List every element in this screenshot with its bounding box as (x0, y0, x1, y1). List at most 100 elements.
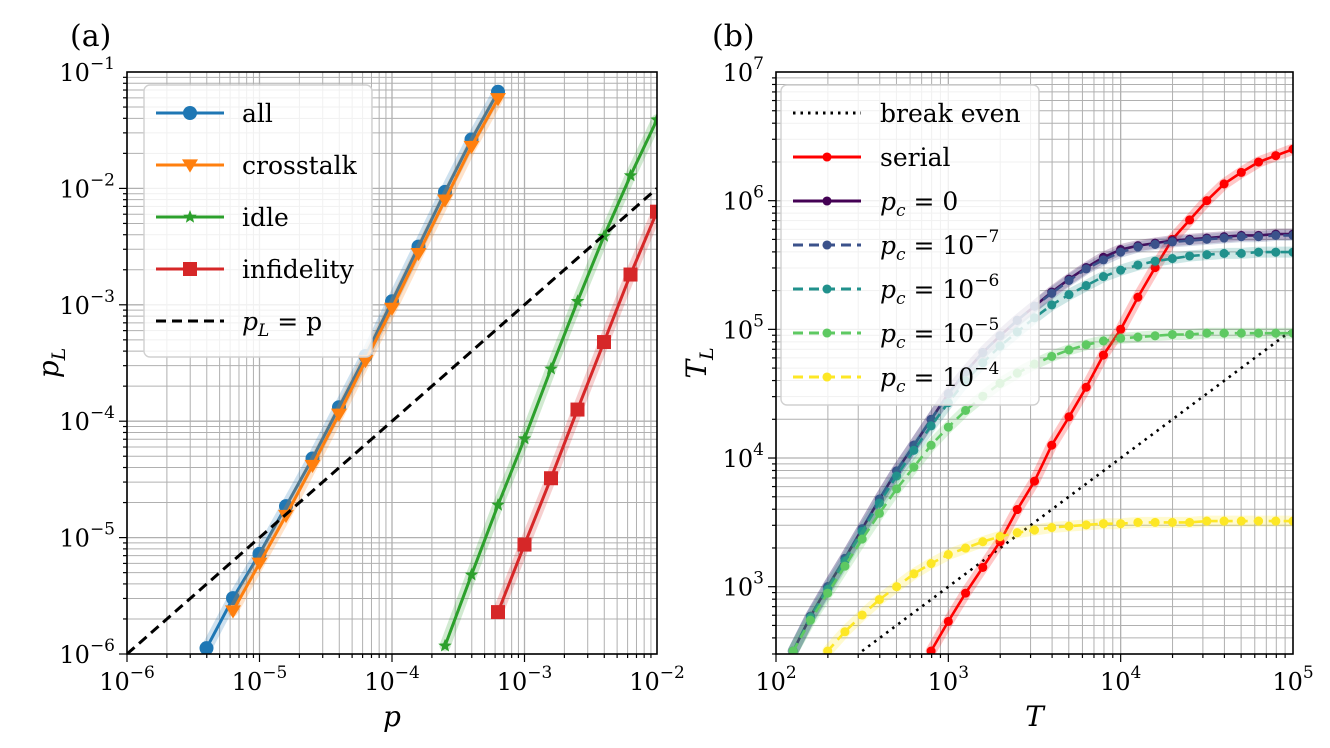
data-point (517, 431, 532, 445)
data-point (1185, 517, 1195, 527)
data-point (1288, 247, 1293, 257)
data-point (384, 302, 400, 316)
data-point (1271, 230, 1281, 240)
data-point (1288, 516, 1293, 526)
data-point (623, 267, 638, 282)
series-p-c-10-4 (822, 515, 1293, 654)
data-point (909, 445, 919, 455)
y-axis-label: pL (32, 348, 70, 379)
data-point (1133, 332, 1143, 342)
legend-entry: infidelity (156, 255, 355, 284)
data-point (926, 440, 936, 450)
data-point (1271, 247, 1281, 257)
legend-entry: serial (793, 143, 950, 172)
data-point (1047, 300, 1057, 310)
series-crosstalk (225, 93, 506, 619)
panel-a: 10−6 10−5 10−4 10−3 10−2 10−6 10−5 10−4 10−3 10−2… (32, 19, 685, 733)
data-point (823, 646, 833, 654)
data-point (1081, 264, 1091, 274)
data-point (1253, 328, 1264, 338)
data-point (822, 284, 832, 294)
data-point (1116, 324, 1126, 334)
x-tick-label: 10−3 (497, 663, 553, 696)
x-tick-label: 105 (1272, 663, 1313, 696)
data-point (978, 562, 988, 572)
x-tick-label: 10−5 (232, 663, 288, 696)
data-point (650, 204, 657, 219)
data-point (623, 168, 638, 182)
data-point (517, 537, 532, 552)
data-point (597, 335, 611, 350)
data-point (840, 561, 850, 571)
data-point (874, 508, 884, 518)
data-point (183, 210, 197, 223)
data-point (463, 140, 480, 155)
data-point (1236, 167, 1246, 177)
data-point (464, 567, 479, 581)
data-point (926, 558, 936, 569)
data-point (1047, 288, 1057, 298)
data-point (182, 159, 198, 173)
legend-label: pc = 10−5 (880, 315, 999, 353)
legend-entry: all (156, 99, 273, 128)
legend: break even serial pc = 0 pc = 10−7 pc = 10−6… (780, 84, 1040, 406)
legend-box (143, 84, 373, 358)
data-point (822, 196, 832, 206)
data-point (823, 588, 833, 598)
data-point (943, 422, 953, 432)
data-point (1219, 233, 1229, 243)
data-point (874, 595, 884, 605)
data-point (199, 641, 214, 654)
data-point (1150, 331, 1160, 341)
data-point (1271, 151, 1281, 161)
data-point (874, 498, 884, 508)
data-point (1167, 237, 1177, 247)
panel-label: (a) (70, 19, 111, 54)
legend-entry: pc = 10−4 (793, 359, 999, 397)
data-point (1047, 351, 1057, 361)
series-p-l-p (127, 187, 657, 654)
data-point (1202, 328, 1212, 338)
data-point (805, 615, 816, 625)
x-axis-label: T (1025, 700, 1046, 733)
legend-label: pc = 0 (880, 187, 958, 221)
data-point (1098, 350, 1108, 360)
data-point (943, 616, 953, 626)
data-point (1098, 336, 1108, 346)
data-point (357, 355, 374, 369)
data-point (1029, 525, 1040, 535)
data-point (1081, 520, 1091, 530)
x-tick-label: 10−4 (364, 663, 420, 696)
data-point (1064, 345, 1074, 355)
data-point (225, 605, 241, 619)
x-tick-label: 10−6 (99, 663, 155, 696)
x-tick-label: 104 (1100, 663, 1141, 696)
data-point (1253, 232, 1264, 242)
y-tick-label: 104 (723, 440, 764, 473)
data-point (1253, 516, 1264, 526)
data-point (438, 638, 452, 652)
data-point (961, 405, 971, 415)
y-tick-label: 10−4 (59, 403, 115, 436)
data-point (1288, 144, 1293, 154)
data-point (1271, 516, 1281, 526)
legend: all crosstalk idle infidelity pL = p (143, 84, 373, 358)
legend-label: pc = 10−6 (880, 271, 999, 309)
data-point (822, 240, 832, 250)
data-point (1029, 476, 1040, 486)
data-point (1236, 328, 1246, 338)
legend-label: all (242, 99, 273, 128)
y-tick-label: 103 (723, 569, 764, 602)
series-infidelity (491, 204, 657, 620)
series-line (127, 187, 657, 654)
data-point (491, 498, 505, 511)
data-point (278, 509, 294, 524)
data-point (490, 93, 506, 107)
legend-label: pc = 10−4 (880, 359, 999, 397)
y-tick-label: 10−6 (59, 636, 115, 669)
data-point (1116, 247, 1126, 257)
data-point (1064, 290, 1074, 300)
data-point (1288, 328, 1293, 338)
y-tick-label: 10−1 (59, 54, 115, 87)
data-point (1133, 517, 1143, 527)
